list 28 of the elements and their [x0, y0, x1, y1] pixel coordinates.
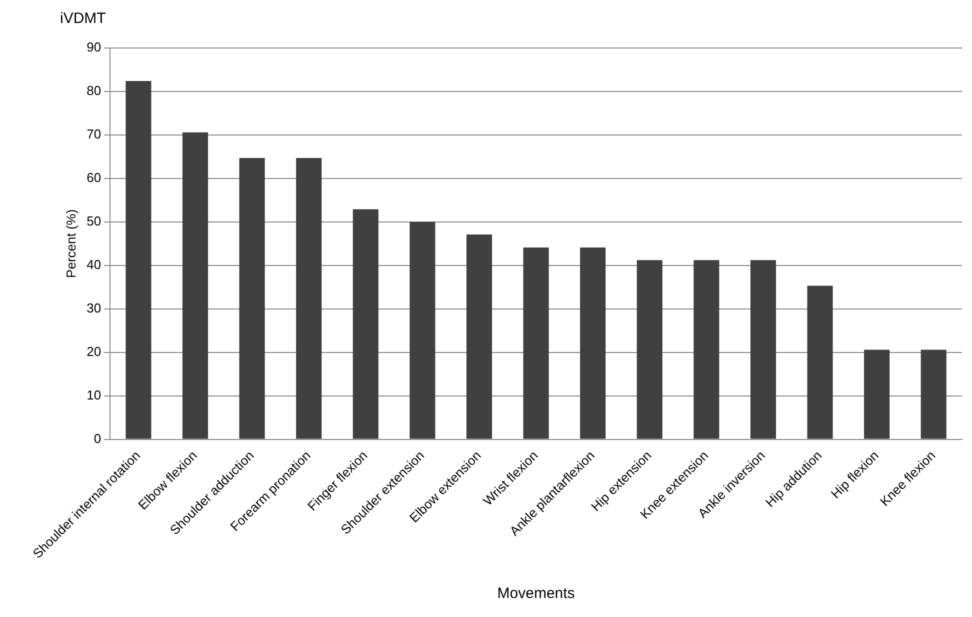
bar [694, 260, 720, 439]
bar [750, 260, 776, 439]
y-tick-label: 60 [86, 170, 102, 185]
bar [864, 350, 890, 439]
bar [466, 234, 492, 439]
bar [636, 260, 662, 439]
y-tick-label: 10 [86, 387, 102, 402]
y-tick-label: 40 [86, 256, 102, 272]
y-tick-label: 70 [86, 126, 102, 142]
y-axis-title: Percent (%) [63, 209, 78, 278]
bar [410, 222, 436, 439]
bar [920, 350, 946, 439]
y-tick-label: 30 [86, 300, 102, 316]
bar [580, 248, 606, 439]
bar [296, 158, 322, 439]
bar [807, 286, 833, 439]
chart-title: iVDMT [60, 10, 106, 28]
y-tick-label: 0 [94, 430, 102, 446]
y-tick-label: 90 [86, 40, 102, 55]
x-axis-title: Movements [497, 585, 575, 602]
bar [239, 158, 265, 439]
bar [182, 132, 208, 439]
bar [523, 248, 549, 439]
y-tick-label: 80 [86, 83, 102, 98]
bar [126, 81, 152, 439]
y-tick-label: 20 [86, 344, 102, 359]
y-tick-label: 50 [86, 213, 102, 228]
bar [352, 209, 378, 439]
